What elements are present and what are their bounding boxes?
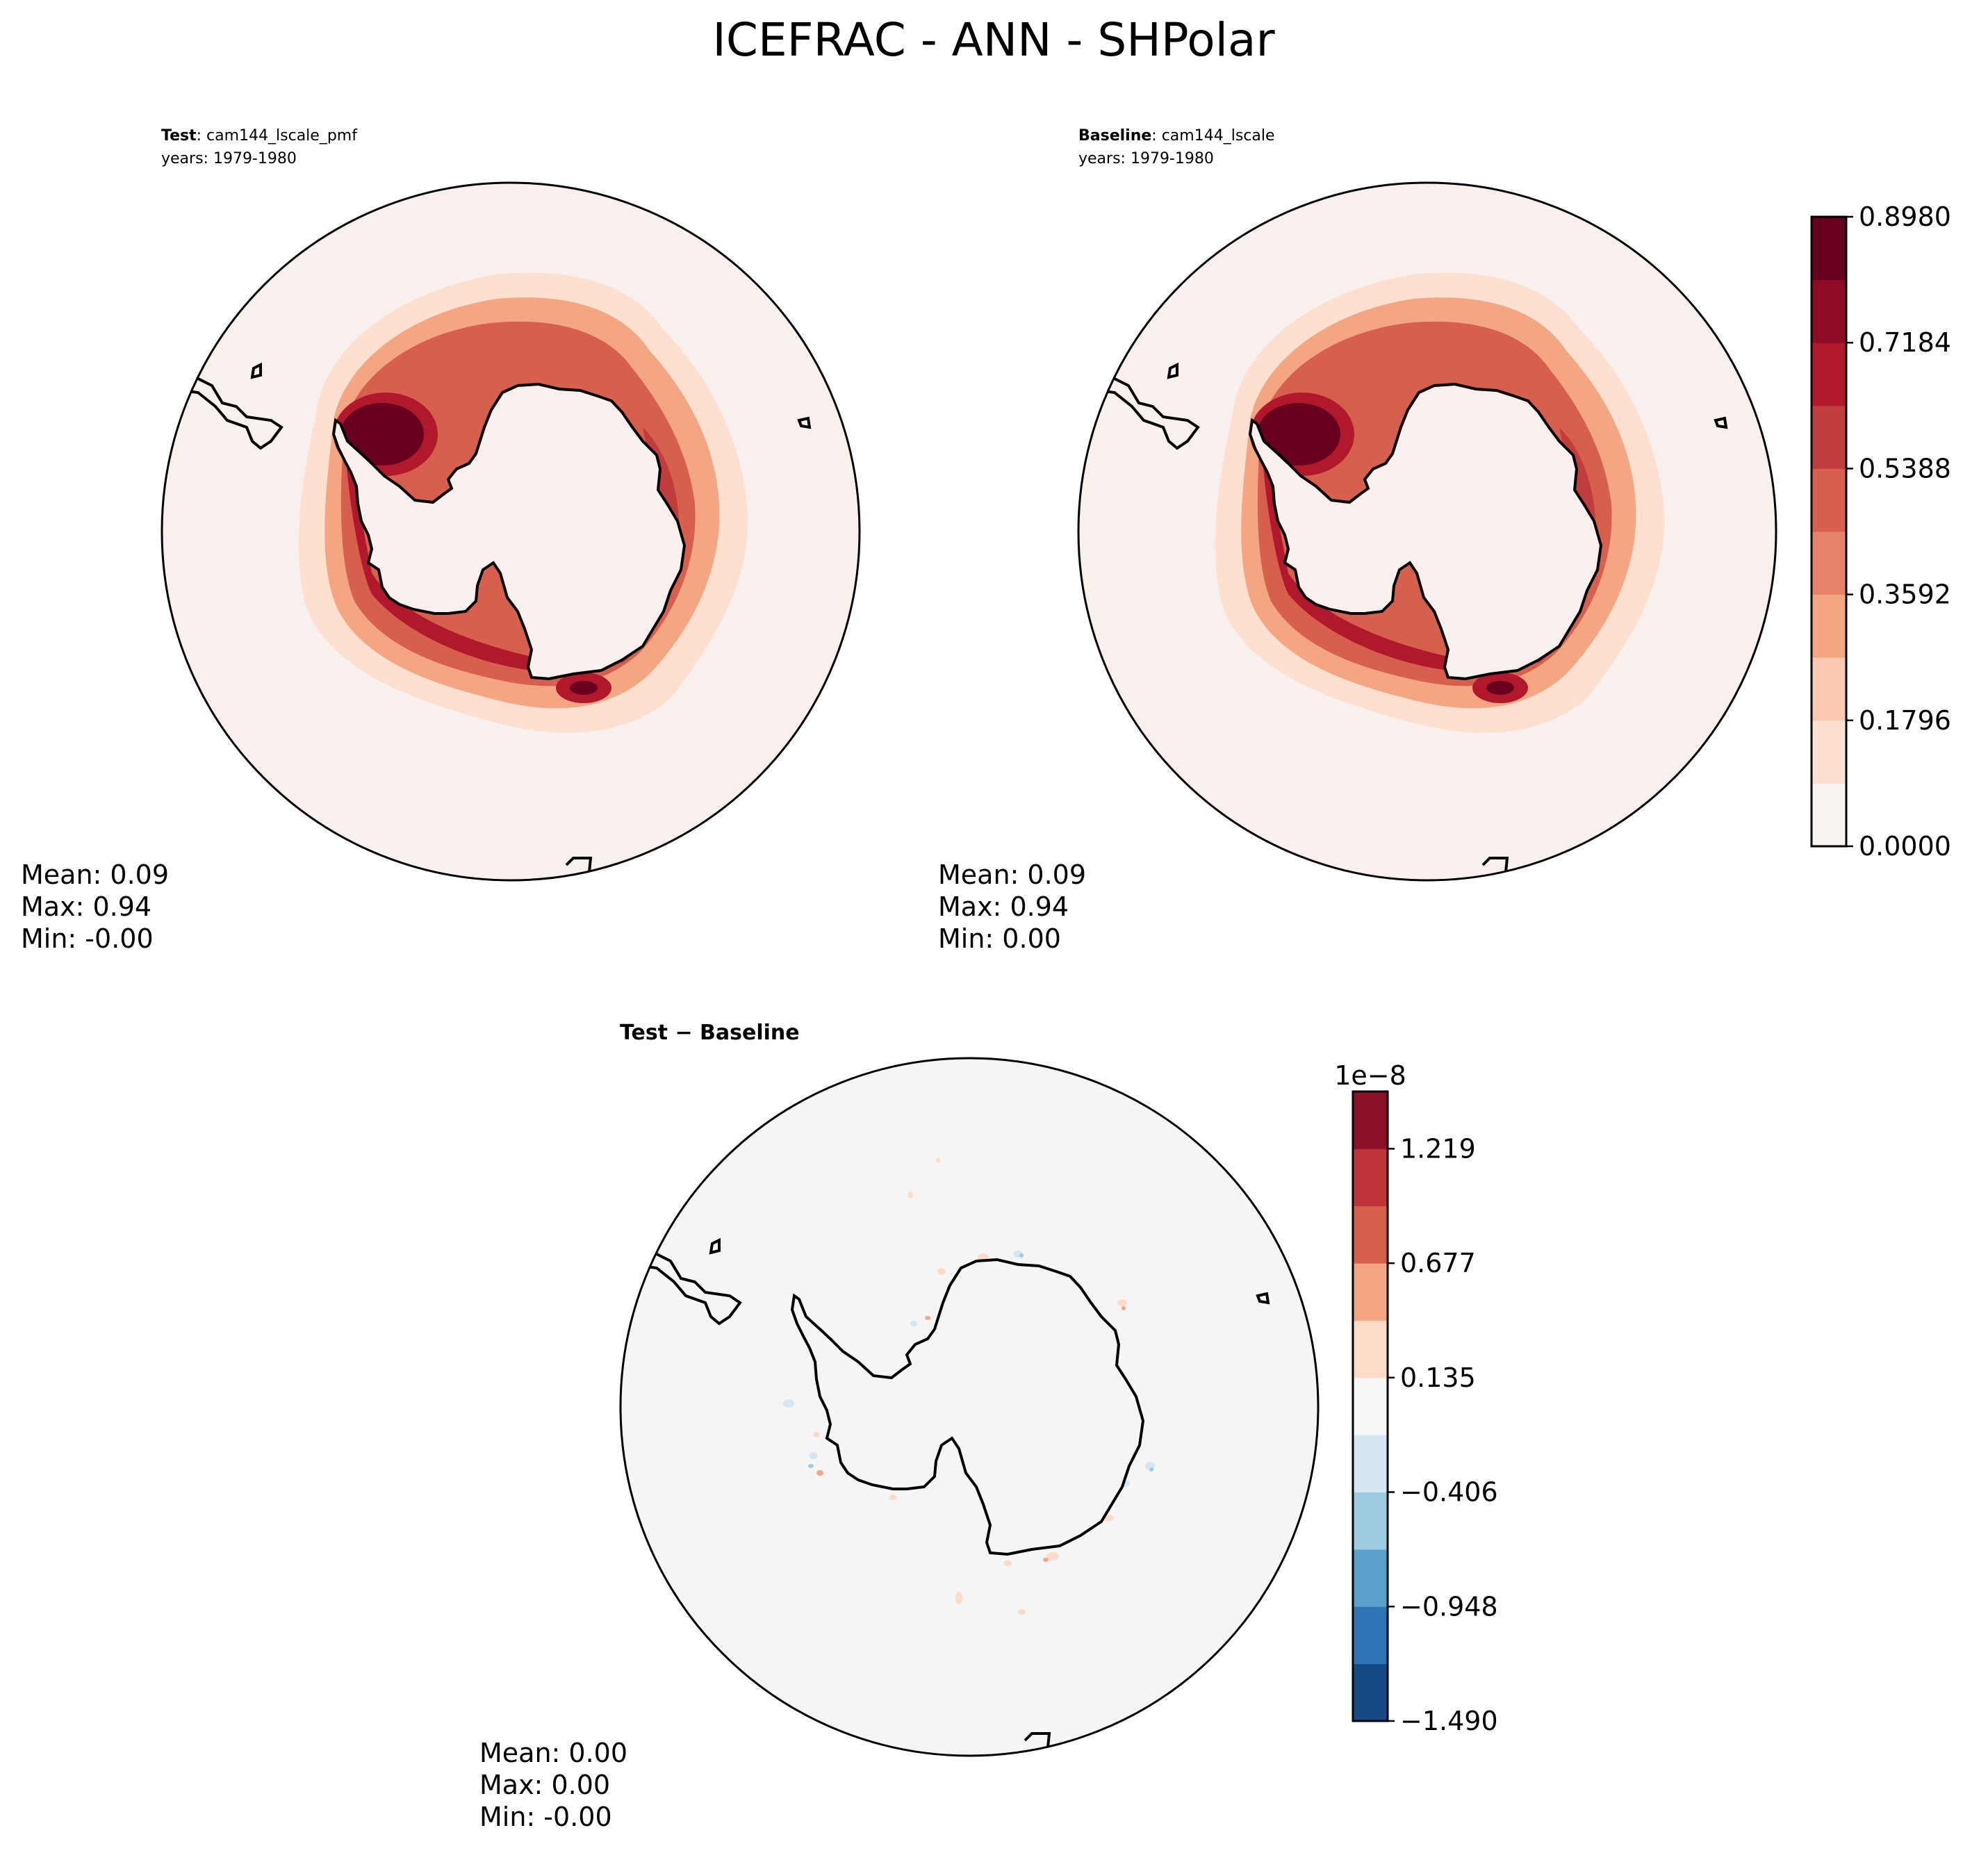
cb-main-segment [1812,532,1846,595]
diff-panel-title: Test − Baseline [620,1021,800,1045]
diff-stat-max: Max: 0.00 [479,1770,610,1800]
figure-title: ICEFRAC - ANN - SHPolar [712,13,1275,67]
cb-diff-segment [1353,1092,1388,1149]
cb-diff-segment [1353,1663,1388,1722]
cb-main-segment [1812,405,1846,469]
test-stat-max: Max: 0.94 [21,891,151,922]
cb-diff-segment [1353,1549,1388,1607]
cb-main-segment [1812,468,1846,532]
baseline-map-frame [1077,181,1777,882]
test-label-bold: Test [161,127,197,145]
cb-diff-tick-label: 0.677 [1400,1248,1476,1278]
cb-diff-tick-label: −0.406 [1400,1477,1498,1508]
cb-diff-segment [1353,1435,1388,1493]
test-panel-title: Test: cam144_lscale_pmf [161,127,358,145]
cb-main-segment [1812,720,1846,784]
cb-main-segment [1812,343,1846,406]
baseline-panel-title: Baseline: cam144_lscale [1078,127,1275,145]
diff-map [621,1058,1318,1756]
cb-main-segment [1812,279,1846,343]
cb-diff-segment [1353,1205,1388,1264]
cb-diff-segment [1353,1492,1388,1550]
cb-main-tick-label: 0.8980 [1859,201,1951,232]
cb-main-segment [1812,594,1846,658]
cb-diff-tick-label: −1.490 [1400,1706,1498,1736]
test-stat-min: Min: -0.00 [21,923,154,954]
cb-main-segment [1812,657,1846,721]
test-stat-mean: Mean: 0.09 [21,859,169,890]
cb-diff-segment [1353,1263,1388,1321]
main-colorbar: 0.0000 0.1796 0.3592 0.5388 0.7184 0.8980 [1810,201,1951,862]
cb-diff-segment [1353,1606,1388,1665]
test-stats: Mean: 0.09 Max: 0.94 Min: -0.00 [21,859,177,954]
diff-colorbar: −1.490 −0.948 −0.406 0.135 0.677 1.219 1e−8 [1334,1060,1497,1736]
cb-main-segment [1812,783,1846,847]
test-map-frame [161,181,861,882]
cb-diff-tick-label: 0.135 [1400,1362,1476,1393]
cb-main-tick-label: 0.7184 [1859,327,1951,358]
cb-main-tick-label: 0.0000 [1859,831,1951,862]
baseline-panel: Baseline: cam144_lscale years: 1979-1980 [938,127,1777,954]
cb-main-tick-label: 0.1796 [1859,705,1951,736]
test-panel: Test: cam144_lscale_pmf years: 1979-1980 [21,127,861,954]
baseline-map [1078,183,1776,880]
baseline-label-rest: : cam144_lscale [1151,127,1274,145]
baseline-years: years: 1979-1980 [1078,150,1214,167]
cb-diff-exponent: 1e−8 [1334,1060,1406,1091]
cb-diff-segment [1353,1377,1388,1435]
baseline-stat-max: Max: 0.94 [938,891,1069,922]
cb-main-tick-label: 0.5388 [1859,453,1951,484]
test-label-rest: : cam144_lscale_pmf [197,127,359,145]
diff-stats: Mean: 0.00 Max: 0.00 Min: -0.00 [479,1738,636,1832]
diff-stat-mean: Mean: 0.00 [479,1738,627,1768]
cb-diff-tick-label: 1.219 [1400,1133,1476,1164]
cb-main-tick-label: 0.3592 [1859,579,1951,610]
cb-diff-segment [1353,1320,1388,1378]
cb-main-frame [1810,215,1848,848]
cb-main-segment [1812,217,1846,281]
test-years: years: 1979-1980 [161,150,297,167]
cb-diff-segment [1353,1148,1388,1207]
diff-map-frame [619,1057,1320,1757]
cb-diff-tick-label: −0.948 [1400,1591,1498,1622]
baseline-stat-mean: Mean: 0.09 [938,859,1086,890]
cb-diff-frame [1352,1090,1389,1722]
baseline-stats: Mean: 0.09 Max: 0.94 Min: 0.00 [938,859,1094,954]
diff-stat-min: Min: -0.00 [479,1802,612,1832]
diff-panel: Test − Baseline [479,1021,1320,1832]
test-map [162,183,860,880]
baseline-stat-min: Min: 0.00 [938,923,1061,954]
baseline-label-bold: Baseline [1078,127,1151,145]
